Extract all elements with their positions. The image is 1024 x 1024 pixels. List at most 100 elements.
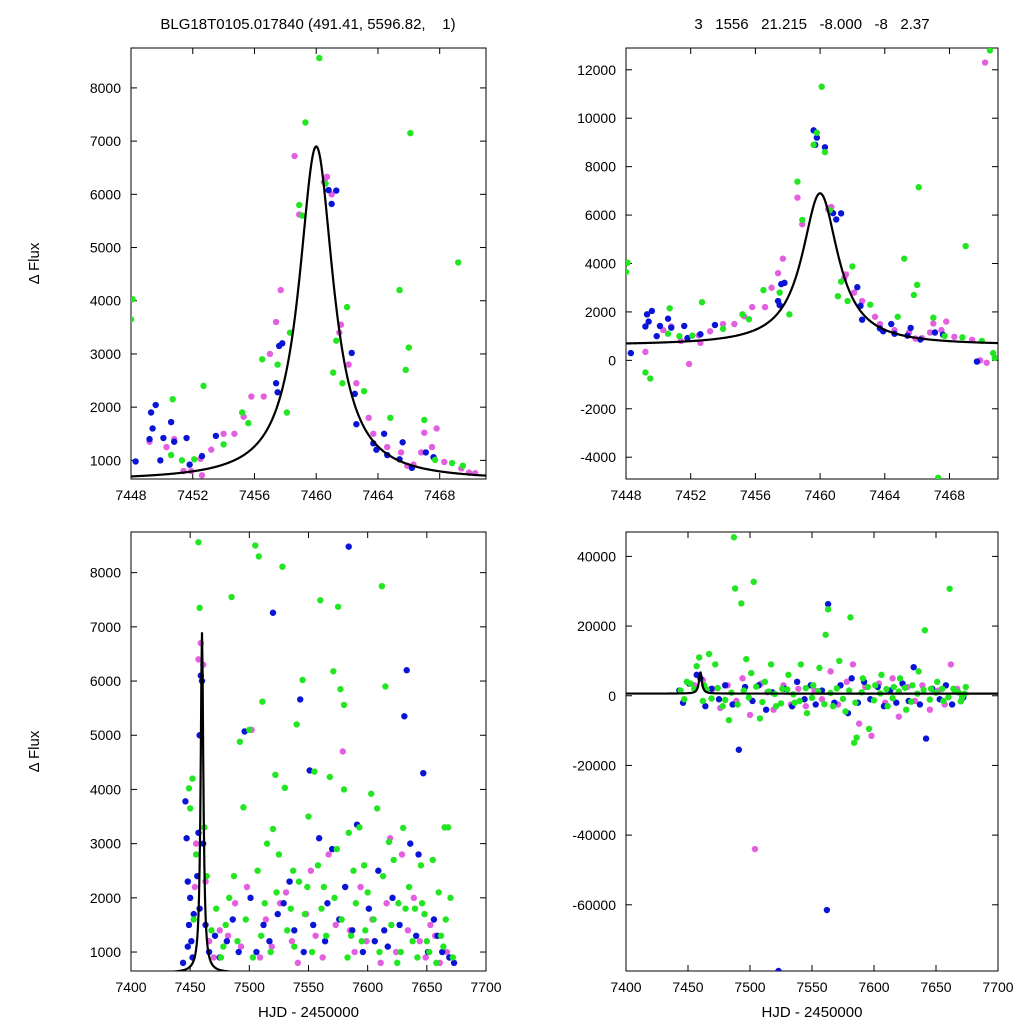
data-point-magenta [332, 921, 339, 929]
data-point-green [695, 654, 703, 661]
data-point-blue [627, 349, 635, 357]
data-point-green [320, 883, 328, 891]
data-point-blue [450, 959, 458, 967]
data-point-blue [353, 420, 360, 428]
data-point-green [722, 696, 729, 704]
data-point-blue [380, 430, 388, 437]
data-point-green [230, 872, 238, 880]
data-point-green [217, 954, 225, 961]
data-point-green [791, 699, 798, 706]
data-point-magenta [195, 656, 202, 663]
data-point-green [777, 700, 785, 707]
data-point-green [849, 263, 856, 270]
y-tick-label: 0 [608, 688, 616, 704]
data-point-green [900, 255, 908, 262]
x-tick-label: 7452 [675, 487, 706, 503]
data-point-blue [183, 434, 190, 442]
data-point-green [318, 905, 325, 912]
data-point-green [296, 201, 303, 209]
data-point-green [421, 416, 428, 424]
data-point-green [167, 451, 175, 459]
data-point-blue [422, 449, 430, 456]
data-point-green [283, 409, 291, 416]
data-point-green [208, 927, 215, 934]
data-point-green [913, 281, 921, 289]
data-point-magenta [256, 954, 264, 961]
data-point-green [376, 948, 383, 956]
data-point-magenta [428, 443, 436, 451]
data-point-blue [762, 706, 770, 713]
data-point-green [284, 927, 291, 934]
x-tick-label: 7650 [920, 979, 951, 995]
data-point-green [279, 563, 286, 570]
data-point-blue [907, 324, 914, 332]
data-point-blue [823, 906, 831, 914]
data-point-green [681, 696, 688, 703]
data-point-magenta [930, 320, 937, 327]
data-point-blue [345, 543, 352, 550]
data-point-blue [184, 878, 191, 885]
data-point-green [255, 553, 262, 560]
data-point-green [395, 900, 402, 907]
data-point-green [339, 380, 346, 387]
data-point-green [642, 369, 649, 376]
data-point-blue [775, 967, 782, 971]
data-point-magenta [706, 328, 714, 335]
y-tick-label: 12000 [577, 62, 616, 78]
data-point-green [344, 954, 351, 961]
data-point-green [189, 775, 196, 782]
data-point-green [842, 708, 849, 715]
data-point-green [945, 693, 952, 701]
data-point-magenta [404, 927, 412, 934]
data-point-blue [642, 323, 649, 330]
data-point-magenta [947, 661, 955, 668]
data-point-blue [708, 685, 715, 692]
data-point-blue [274, 389, 281, 396]
data-point-green [352, 900, 360, 907]
y-tick-label: 20000 [577, 618, 616, 634]
data-point-magenta [751, 845, 759, 853]
x-tick-label: 7400 [610, 979, 641, 995]
y-tick-label: 6000 [585, 207, 616, 223]
data-point-green [734, 701, 741, 708]
data-point-blue [888, 320, 895, 328]
data-point-green [323, 932, 330, 939]
data-point-green [714, 684, 721, 692]
data-point-green [920, 686, 927, 694]
data-point-blue [420, 769, 427, 777]
data-point-green [299, 676, 306, 684]
data-point-green [927, 685, 935, 692]
data-point-blue [813, 134, 821, 141]
data-point-magenta [260, 393, 267, 400]
data-point-magenta [427, 921, 434, 929]
data-point-green [449, 954, 457, 961]
x-tick-label: 7500 [734, 979, 765, 995]
data-point-magenta [243, 883, 251, 891]
data-point-green [951, 687, 958, 695]
data-point-green [991, 354, 998, 362]
data-point-magenta [795, 685, 802, 692]
data-point-green [794, 178, 801, 185]
data-point-blue [858, 316, 866, 323]
data-point-green [302, 119, 309, 126]
data-point-magenta [768, 284, 775, 291]
data-point-green [865, 725, 873, 733]
data-point-green [213, 905, 220, 912]
x-tick-label: 7400 [115, 979, 146, 995]
data-point-magenta [224, 932, 232, 939]
data-point-magenta [351, 948, 358, 956]
data-point-blue [171, 438, 178, 445]
data-point-green [399, 824, 407, 832]
y-tick-label: 3000 [90, 346, 121, 362]
data-point-green [859, 675, 867, 682]
data-point-blue [702, 703, 709, 710]
y-tick-label: 5000 [90, 240, 121, 256]
data-point-magenta [208, 446, 215, 453]
data-point-green [776, 289, 783, 296]
data-point-blue [664, 315, 672, 322]
data-point-green [878, 671, 885, 679]
data-point-green [222, 921, 229, 929]
data-point-green [934, 474, 942, 479]
data-point-green [844, 297, 851, 305]
data-point-green [693, 662, 700, 670]
